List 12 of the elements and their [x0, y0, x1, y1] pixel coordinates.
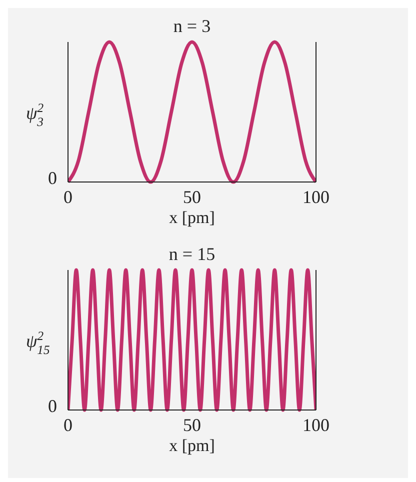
chart-title: n = 3 — [172, 16, 212, 37]
text: 0 — [48, 396, 57, 417]
x-tick-label: 0 — [64, 414, 72, 435]
chart-title: n = 15 — [168, 244, 216, 265]
x-tick-label: 100 — [302, 186, 330, 207]
x-axis-title: x [pm] — [168, 436, 216, 456]
x-tick-label: 100 — [302, 414, 330, 435]
x-tick-label: 50 — [183, 186, 201, 207]
text: 0 — [48, 168, 57, 189]
x-tick-label: 50 — [183, 414, 201, 435]
x-axis-title: x [pm] — [168, 208, 216, 228]
x-tick-label: 0 — [64, 186, 72, 207]
